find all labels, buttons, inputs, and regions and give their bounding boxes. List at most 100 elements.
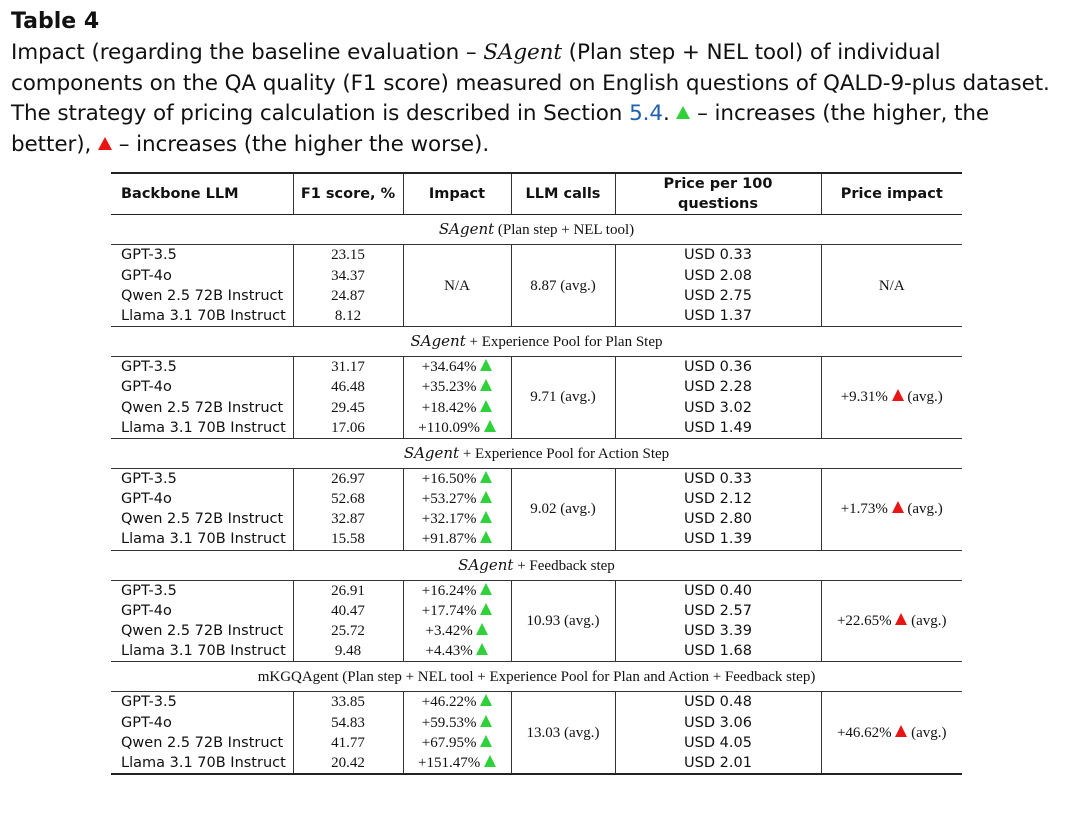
section-reference-link[interactable]: 5.4: [629, 101, 663, 126]
price-value: USD 2.12: [684, 491, 752, 508]
impact-cell: N/A: [403, 244, 512, 328]
impact-item: +67.95%: [410, 733, 505, 753]
f1-value: 26.91: [331, 582, 365, 599]
header-price: Price per 100 questions: [615, 172, 822, 216]
header-price-impact: Price impact: [821, 172, 962, 216]
price-impact-cell: N/A: [821, 244, 962, 328]
impact-value: +110.09%: [418, 419, 480, 436]
price-impact-cell: +22.65% (avg.): [821, 580, 962, 663]
impact-value: +59.53%: [421, 714, 477, 731]
price-impact-suffix: (avg.): [911, 612, 947, 629]
llm-calls-cell: 13.03 (avg.): [511, 691, 616, 776]
model-name: GPT-3.5: [121, 470, 177, 487]
model-cell: GPT-3.5 GPT-4o Qwen 2.5 72B Instruct Llama …: [111, 468, 294, 551]
f1-cell: 26.97 52.68 32.87 15.58: [293, 468, 404, 551]
f1-value: 40.47: [331, 602, 365, 619]
f1-value: 8.12: [334, 307, 362, 324]
f1-value: 46.48: [331, 379, 365, 396]
price-value: USD 0.40: [684, 582, 752, 599]
section-header-row: SAgent (Plan step + NEL tool): [111, 214, 962, 246]
header-f1-score: F1 score, %: [293, 172, 404, 216]
table-label: Table 4: [11, 9, 100, 34]
green-triangle-icon: [676, 106, 691, 119]
f1-cell: 33.85 54.83 41.77 20.42: [293, 691, 404, 776]
impact-item: +16.50%: [410, 469, 505, 489]
group-row: GPT-3.5 GPT-4o Qwen 2.5 72B Instruct Llama …: [111, 356, 962, 439]
f1-value: 9.48: [334, 643, 362, 660]
section-title: + Experience Pool for Plan Step: [465, 334, 663, 351]
red-triangle-icon: [895, 724, 908, 737]
green-triangle-icon: [480, 359, 493, 372]
llm-calls-cell: 10.93 (avg.): [511, 580, 616, 663]
f1-value: 52.68: [331, 491, 365, 508]
f1-cell: 23.15 34.37 24.87 8.12: [293, 244, 404, 328]
table-caption: Table 4 Impact (regarding the baseline e…: [11, 6, 1071, 160]
price-cell: USD 0.36 USD 2.28 USD 3.02 USD 1.49: [615, 356, 822, 439]
red-triangle-icon: [895, 612, 908, 625]
caption-part-5: – increases (the higher the worse).: [111, 131, 490, 157]
green-triangle-icon: [480, 379, 493, 392]
caption-part-2: (Plan step + NEL tool) of individual com…: [11, 40, 1050, 126]
impact-value: +91.87%: [421, 531, 477, 548]
impact-cell: +46.22% +59.53% +67.95% +151.47%: [403, 691, 512, 776]
price-value: USD 0.48: [684, 694, 752, 711]
f1-value: 33.85: [331, 694, 365, 711]
model-cell: GPT-3.5 GPT-4o Qwen 2.5 72B Instruct Llama …: [111, 244, 294, 328]
llm-calls-value: 13.03 (avg.): [526, 724, 600, 741]
results-table: Backbone LLM F1 score, % Impact LLM call…: [111, 172, 962, 776]
green-triangle-icon: [483, 419, 496, 432]
green-triangle-icon: [476, 643, 489, 656]
model-name: GPT-4o: [121, 602, 172, 619]
model-name: GPT-3.5: [121, 582, 177, 599]
impact-value: +32.17%: [421, 511, 477, 528]
green-triangle-icon: [480, 602, 493, 615]
impact-value: +34.64%: [421, 359, 477, 376]
caption-part-1: Impact (regarding the baseline evaluatio…: [11, 40, 484, 65]
impact-item: +17.74%: [410, 601, 505, 621]
impact-value: +151.47%: [418, 754, 481, 771]
price-impact-value: +22.65%: [836, 612, 892, 629]
green-triangle-icon: [480, 714, 493, 727]
f1-value: 25.72: [331, 623, 365, 640]
model-cell: GPT-3.5 GPT-4o Qwen 2.5 72B Instruct Llama …: [111, 691, 294, 776]
table-header-row: Backbone LLM F1 score, % Impact LLM call…: [111, 172, 962, 216]
section-title: mKGQAgent (Plan step + NEL tool + Experi…: [257, 668, 816, 685]
f1-value: 34.37: [331, 267, 365, 284]
llm-calls-cell: 9.71 (avg.): [511, 356, 616, 439]
f1-value: 24.87: [331, 287, 365, 304]
impact-item: +35.23%: [410, 377, 505, 397]
price-impact-value: N/A: [878, 277, 905, 294]
price-value: USD 3.02: [684, 399, 752, 416]
llm-calls-value: 9.71 (avg.): [530, 389, 596, 406]
group-row: GPT-3.5 GPT-4o Qwen 2.5 72B Instruct Llama …: [111, 691, 962, 776]
impact-item: +151.47%: [410, 753, 505, 773]
impact-item: +53.27%: [410, 489, 505, 509]
caption-text: Impact (regarding the baseline evaluatio…: [11, 38, 1071, 160]
impact-value: +3.42%: [425, 623, 473, 640]
price-value: USD 0.33: [684, 247, 752, 264]
green-triangle-icon: [480, 399, 493, 412]
section-header-row: mKGQAgent (Plan step + NEL tool + Experi…: [111, 661, 962, 693]
llm-calls-value: 10.93 (avg.): [526, 612, 600, 629]
f1-cell: 31.17 46.48 29.45 17.06: [293, 356, 404, 439]
price-value: USD 1.68: [684, 643, 752, 660]
f1-value: 41.77: [331, 734, 365, 751]
f1-value: 29.45: [331, 399, 365, 416]
impact-value: +18.42%: [421, 399, 477, 416]
price-impact-value: +9.31%: [840, 389, 888, 406]
section-title-cell: SAgent (Plan step + NEL tool): [111, 214, 962, 246]
f1-value: 31.17: [331, 359, 365, 376]
impact-value: +46.22%: [421, 694, 477, 711]
section-header-row: SAgent + Experience Pool for Action Step: [111, 438, 962, 469]
f1-value: 20.42: [331, 754, 365, 771]
agent-name: SAgent: [410, 332, 466, 351]
price-impact-cell: +9.31% (avg.): [821, 356, 962, 439]
impact-item: +18.42%: [410, 398, 505, 418]
green-triangle-icon: [480, 491, 493, 504]
model-name: GPT-3.5: [121, 694, 177, 711]
header-impact: Impact: [403, 172, 512, 216]
price-value: USD 4.05: [684, 734, 752, 751]
price-value: USD 1.37: [684, 307, 752, 324]
impact-value: +17.74%: [421, 602, 477, 619]
model-name: Llama 3.1 70B Instruct: [121, 754, 286, 771]
